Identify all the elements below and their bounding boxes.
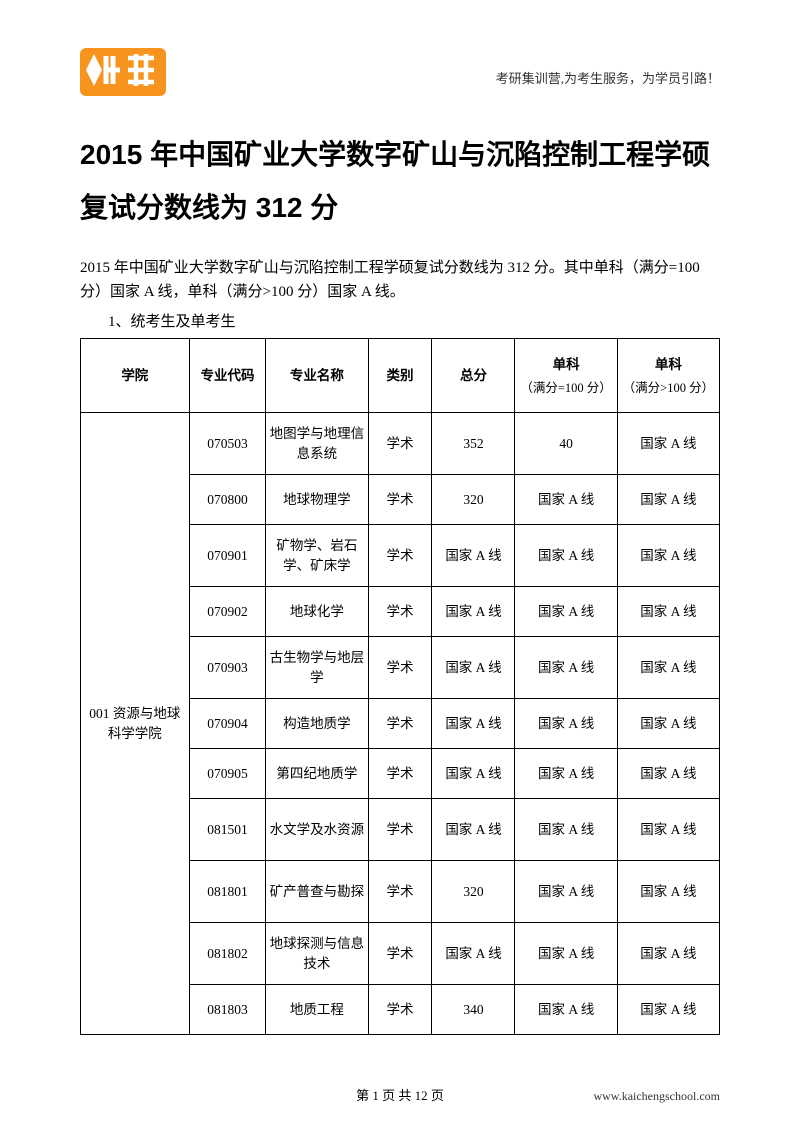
col-code: 专业代码: [189, 339, 266, 413]
col-type: 类别: [368, 339, 432, 413]
cell-s2: 国家 A 线: [617, 475, 719, 525]
cell-type: 学术: [368, 475, 432, 525]
cell-code: 070905: [189, 749, 266, 799]
score-table: 学院 专业代码 专业名称 类别 总分 单科 （满分=100 分） 单科 （满分>…: [80, 338, 720, 1035]
cell-total: 320: [432, 475, 515, 525]
cell-total: 国家 A 线: [432, 799, 515, 861]
cell-code: 070902: [189, 587, 266, 637]
cell-name: 地图学与地理信息系统: [266, 413, 368, 475]
cell-s2: 国家 A 线: [617, 861, 719, 923]
cell-type: 学术: [368, 413, 432, 475]
cell-s2: 国家 A 线: [617, 985, 719, 1035]
cell-s1: 国家 A 线: [515, 923, 617, 985]
cell-name: 水文学及水资源: [266, 799, 368, 861]
cell-code: 070903: [189, 637, 266, 699]
page-title: 2015 年中国矿业大学数字矿山与沉陷控制工程学硕复试分数线为 312 分: [80, 128, 720, 234]
cell-code: 070503: [189, 413, 266, 475]
cell-code: 081801: [189, 861, 266, 923]
cell-s1: 国家 A 线: [515, 985, 617, 1035]
col-sub1: 单科 （满分=100 分）: [515, 339, 617, 413]
cell-s1: 国家 A 线: [515, 749, 617, 799]
cell-s1: 国家 A 线: [515, 587, 617, 637]
cell-code: 070901: [189, 525, 266, 587]
cell-total: 国家 A 线: [432, 525, 515, 587]
page-number: 第 1 页 共 12 页: [356, 1085, 444, 1104]
cell-type: 学术: [368, 985, 432, 1035]
cell-s1: 国家 A 线: [515, 699, 617, 749]
cell-type: 学术: [368, 749, 432, 799]
cell-code: 081803: [189, 985, 266, 1035]
cell-s1: 国家 A 线: [515, 861, 617, 923]
cell-s1: 40: [515, 413, 617, 475]
cell-s2: 国家 A 线: [617, 587, 719, 637]
cell-name: 地球物理学: [266, 475, 368, 525]
col-sub2: 单科 （满分>100 分）: [617, 339, 719, 413]
cell-s2: 国家 A 线: [617, 749, 719, 799]
col-sub1-label: 单科: [553, 357, 580, 372]
cell-total: 340: [432, 985, 515, 1035]
col-sub2-note: （满分>100 分）: [620, 379, 717, 397]
cell-type: 学术: [368, 923, 432, 985]
cell-total: 国家 A 线: [432, 587, 515, 637]
cell-name: 矿物学、岩石学、矿床学: [266, 525, 368, 587]
cell-name: 古生物学与地层学: [266, 637, 368, 699]
cell-type: 学术: [368, 699, 432, 749]
cell-total: 352: [432, 413, 515, 475]
cell-s1: 国家 A 线: [515, 799, 617, 861]
cell-total: 国家 A 线: [432, 749, 515, 799]
page-header: 考研集训营,为考生服务，为学员引路！: [80, 40, 720, 100]
cell-s1: 国家 A 线: [515, 525, 617, 587]
cell-type: 学术: [368, 525, 432, 587]
cell-s1: 国家 A 线: [515, 637, 617, 699]
cell-s2: 国家 A 线: [617, 525, 719, 587]
cell-code: 070800: [189, 475, 266, 525]
cell-name: 地质工程: [266, 985, 368, 1035]
intro-paragraph: 2015 年中国矿业大学数字矿山与沉陷控制工程学硕复试分数线为 312 分。其中…: [80, 256, 720, 304]
cell-code: 070904: [189, 699, 266, 749]
cell-total: 国家 A 线: [432, 637, 515, 699]
section-label: 1、统考生及单考生: [108, 310, 720, 334]
cell-code: 081501: [189, 799, 266, 861]
cell-total: 国家 A 线: [432, 699, 515, 749]
cell-type: 学术: [368, 637, 432, 699]
cell-name: 地球探测与信息技术: [266, 923, 368, 985]
cell-name: 地球化学: [266, 587, 368, 637]
cell-code: 081802: [189, 923, 266, 985]
cell-type: 学术: [368, 799, 432, 861]
cell-s2: 国家 A 线: [617, 637, 719, 699]
header-tagline: 考研集训营,为考生服务，为学员引路！: [496, 68, 720, 87]
cell-type: 学术: [368, 861, 432, 923]
cell-name: 第四纪地质学: [266, 749, 368, 799]
col-major: 专业名称: [266, 339, 368, 413]
table-row: 001 资源与地球科学学院070503地图学与地理信息系统学术35240国家 A…: [81, 413, 720, 475]
col-sub1-note: （满分=100 分）: [517, 379, 614, 397]
col-college: 学院: [81, 339, 190, 413]
cell-type: 学术: [368, 587, 432, 637]
col-sub2-label: 单科: [655, 357, 682, 372]
logo: [80, 40, 170, 100]
college-cell: 001 资源与地球科学学院: [81, 413, 190, 1035]
cell-s2: 国家 A 线: [617, 699, 719, 749]
cell-s2: 国家 A 线: [617, 413, 719, 475]
cell-s2: 国家 A 线: [617, 799, 719, 861]
cell-total: 国家 A 线: [432, 923, 515, 985]
col-total: 总分: [432, 339, 515, 413]
cell-s2: 国家 A 线: [617, 923, 719, 985]
table-header-row: 学院 专业代码 专业名称 类别 总分 单科 （满分=100 分） 单科 （满分>…: [81, 339, 720, 413]
cell-total: 320: [432, 861, 515, 923]
cell-s1: 国家 A 线: [515, 475, 617, 525]
cell-name: 构造地质学: [266, 699, 368, 749]
cell-name: 矿产普查与勘探: [266, 861, 368, 923]
footer-url: www.kaichengschool.com: [593, 1089, 720, 1104]
